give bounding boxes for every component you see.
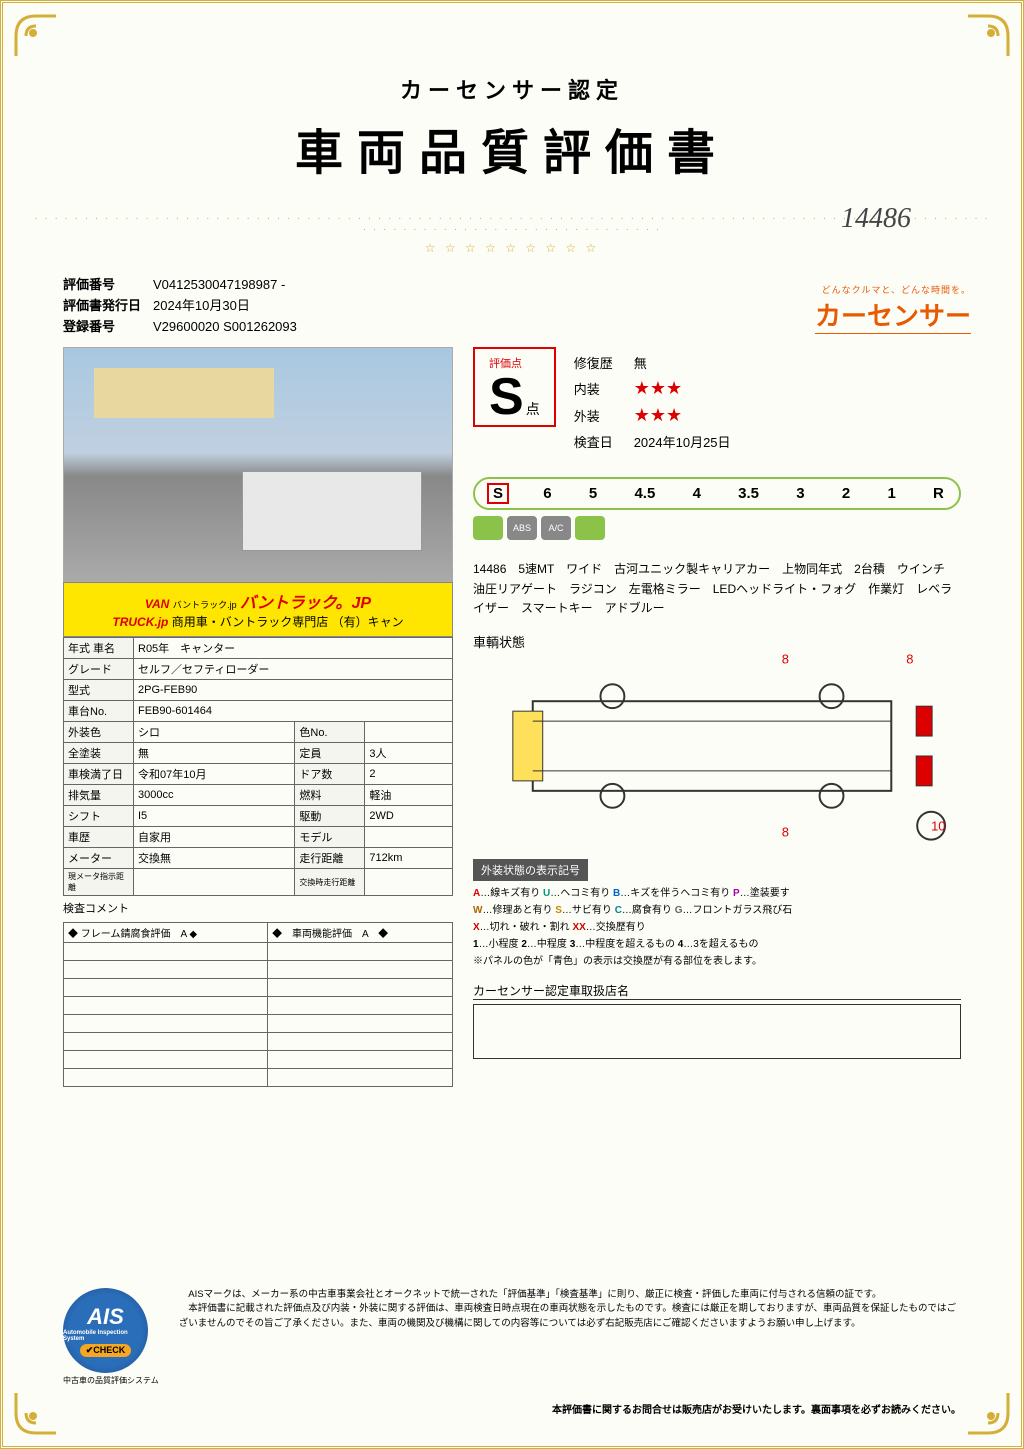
eval-no-label: 評価番号 [63,275,153,296]
score-value: S [489,368,524,426]
score-section: 評価点 S点 修復歴無 内装★★★ 外装★★★ 検査日2024年10月25日 [473,347,961,457]
banner-title: バントラック。JP [240,595,371,612]
issue-date-label: 評価書発行日 [63,296,153,317]
brand-tagline: どんなクルマと、どんな時間を。 [815,283,971,296]
brand-logo: カーセンサー [815,296,971,334]
corner-ornament-tr [963,11,1013,61]
svg-text:8: 8 [782,651,789,666]
score-frame: 評価点 S点 [473,347,556,427]
exterior-stars: ★★★ [634,405,682,426]
vehicle-diagram: 8 8 8 10 [473,651,961,851]
grade-scale: S654.543.5321R [473,477,961,510]
corner-ornament-bl [11,1388,61,1438]
legend-body: A…線キズ有り U…ヘコミ有り B…キズを伴うヘコミ有り P…塗装要すW…修理あ… [473,885,961,970]
diagram-title: 車輌状態 [473,632,961,651]
right-column: 評価点 S点 修復歴無 内装★★★ 外装★★★ 検査日2024年10月25日 S… [473,347,961,1087]
subtitle: カーセンサー認定 [33,73,991,105]
left-column: VAN バントラック.jp バントラック。JP TRUCK.jp 商用車・バント… [63,347,453,1087]
eval-no: V0412530047198987 - [153,277,285,292]
comment-title: 検査コメント [63,900,453,916]
feature-badges: ABSA/C [473,516,961,540]
comment-table: ◆ フレーム錆腐食評価 A ◆◆ 車両機能評価 A ◆ [63,922,453,1087]
issue-date: 2024年10月30日 [153,298,250,313]
rating-rows: 修復歴無 内装★★★ 外装★★★ 検査日2024年10月25日 [574,347,731,457]
handwritten-number: 14486 [841,203,911,235]
dealer-name-box [473,1004,961,1059]
banner-logo-top: VAN [145,597,169,611]
footer-disclaimer: AISマークは、メーカー系の中古車事業会社とオークネットで統一された「評価基準」… [179,1288,961,1331]
legend-title: 外装状態の表示記号 [473,859,588,881]
ais-badge: AIS Automobile Inspection System ✔CHECK [63,1288,148,1373]
reg-no: V29600020 S001262093 [153,319,297,334]
banner-subtitle: 商用車・バントラック専門店 （有）キャン [172,615,404,629]
svg-text:10: 10 [931,819,945,834]
reg-no-label: 登録番号 [63,317,153,338]
corner-ornament-tl [11,11,61,61]
vehicle-description: 14486 5速MT ワイド 古河ユニック製キャリアカー 上物同年式 2台積 ウ… [473,560,961,618]
spec-table: 年式 車名R05年 キャンター グレードセルフ／セフティローダー 型式2PG-F… [63,637,453,896]
dealer-banner: VAN バントラック.jp バントラック。JP TRUCK.jp 商用車・バント… [63,582,453,637]
banner-logo-bottom: TRUCK.jp [112,615,168,629]
document-header: カーセンサー認定 車両品質評価書 [33,73,991,183]
ais-caption: 中古車の品質評価システム [63,1375,159,1386]
svg-text:8: 8 [782,825,789,840]
vehicle-photo [63,347,453,582]
divider-stars: ☆ ☆ ☆ ☆ ☆ ☆ ☆ ☆ ☆ [33,241,991,255]
footer-section: AIS Automobile Inspection System ✔CHECK … [63,1288,961,1386]
footer-note: 本評価書に関するお問合せは販売店がお受けいたします。裏面事項を必ずお読みください… [552,1401,961,1416]
certificate-page: カーセンサー認定 車両品質評価書 14486 · · · · · · · · ·… [0,0,1024,1449]
interior-stars: ★★★ [634,378,682,399]
svg-text:8: 8 [906,651,913,666]
main-title: 車両品質評価書 [33,113,991,183]
ais-badge-block: AIS Automobile Inspection System ✔CHECK … [63,1288,159,1386]
legend-section: 外装状態の表示記号 A…線キズ有り U…ヘコミ有り B…キズを伴うヘコミ有り P… [473,859,961,970]
brand-block: どんなクルマと、どんな時間を。 カーセンサー [815,283,971,334]
corner-ornament-br [963,1388,1013,1438]
dealer-section-title: カーセンサー認定車取扱店名 [473,982,961,1000]
